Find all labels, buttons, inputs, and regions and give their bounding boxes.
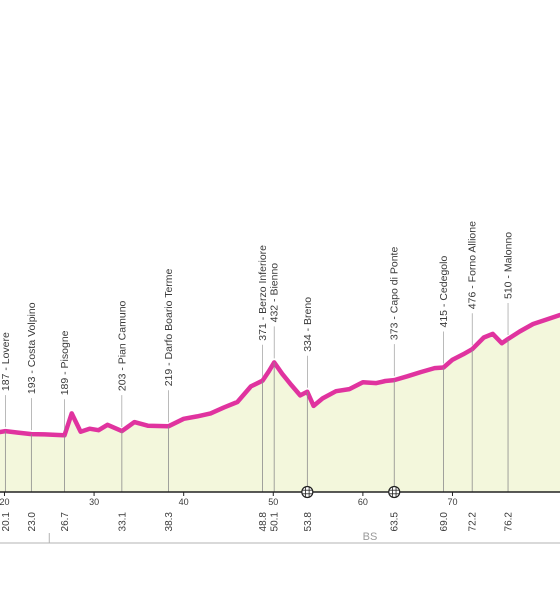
axis-layer bbox=[0, 303, 560, 544]
sprint-marker-icon bbox=[301, 485, 314, 499]
profile-line bbox=[0, 312, 560, 438]
km-readout: 72.2 bbox=[468, 512, 479, 532]
location-label: 203 - Pian Camuno bbox=[116, 300, 128, 391]
km-readout: 20.1 bbox=[1, 512, 12, 532]
km-readout: 69.0 bbox=[439, 512, 450, 532]
x-tick-label: 20 bbox=[0, 497, 9, 507]
line-layer bbox=[0, 312, 560, 438]
location-label: 371 - Berzo Inferiore bbox=[257, 245, 269, 341]
x-tick-label: 60 bbox=[358, 497, 368, 507]
location-label: 415 - Cedegolo bbox=[438, 256, 450, 328]
km-readout: 63.5 bbox=[390, 512, 401, 532]
km-readout: 76.2 bbox=[504, 512, 515, 532]
sprint-marker-icon bbox=[388, 485, 401, 499]
location-label: 193 - Costa Volpino bbox=[26, 302, 38, 394]
km-readout: 53.8 bbox=[303, 512, 314, 532]
location-label: 432 - Bienno bbox=[269, 263, 281, 323]
area-layer bbox=[0, 315, 560, 492]
location-label: 219 - Darfo Boario Terme bbox=[163, 268, 175, 386]
label-layer: 20 30 40 50 60 70 187 - Lovere 20.1 193 - Costa … bbox=[0, 221, 515, 543]
location-label: 510 - Malonno bbox=[503, 232, 515, 299]
profile-area bbox=[0, 315, 560, 492]
location-label: 373 - Capo di Ponte bbox=[389, 247, 401, 341]
x-tick-label: 40 bbox=[179, 497, 189, 507]
province-label: BS bbox=[363, 531, 378, 543]
location-label: 476 - Forno Allione bbox=[467, 221, 479, 309]
x-tick-label: 50 bbox=[268, 497, 278, 507]
x-tick-label: 30 bbox=[89, 497, 99, 507]
km-readout: 50.1 bbox=[270, 512, 281, 532]
km-readout: 38.3 bbox=[164, 512, 175, 532]
location-label: 334 - Breno bbox=[302, 297, 314, 352]
km-readout: 26.7 bbox=[60, 512, 71, 532]
km-readout: 23.0 bbox=[27, 512, 38, 532]
km-readout: 33.1 bbox=[117, 512, 128, 532]
location-label: 187 - Lovere bbox=[0, 332, 12, 391]
km-readout: 48.8 bbox=[258, 512, 269, 532]
location-label: 189 - Pisogne bbox=[59, 330, 71, 395]
x-tick-label: 70 bbox=[447, 497, 457, 507]
